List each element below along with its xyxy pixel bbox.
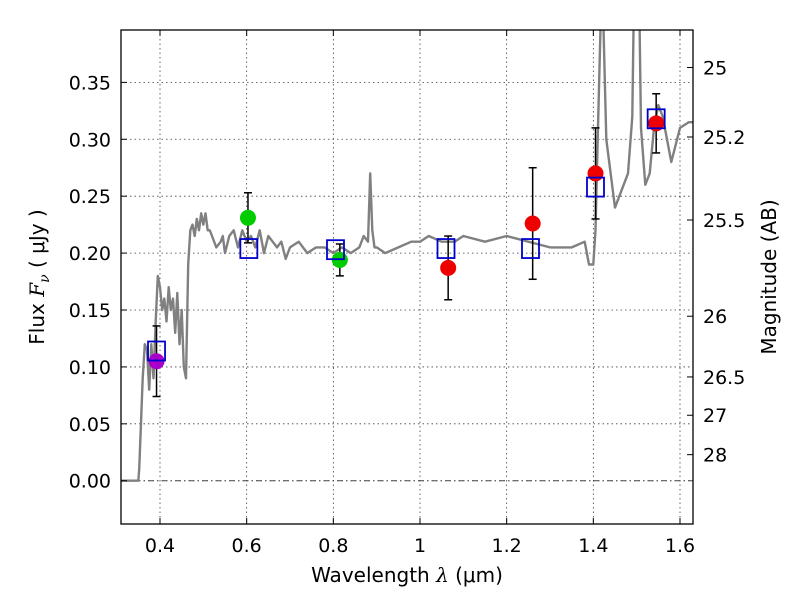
model-band-square: [326, 239, 345, 261]
sed-model-line: [121, 30, 693, 482]
magnitude-tick-label: 27: [703, 405, 727, 427]
x-tick-label: 1.6: [665, 535, 695, 557]
x-tick-label: 0.8: [318, 535, 348, 557]
y-axis-ticks: 0.00 0.05 0.10 0.15 0.20 0.25 0.30 0.35: [69, 72, 127, 493]
model-band-square: [436, 238, 456, 259]
y-tick-label: 0.25: [69, 186, 111, 208]
magnitude-tick-label: 28: [703, 445, 727, 467]
y-tick-label: 0.35: [69, 72, 111, 94]
x-tick-label: 0.4: [145, 535, 175, 557]
x-axis-title: Wavelength λ (μm): [311, 563, 503, 587]
y-tick-label: 0.00: [69, 471, 111, 493]
observed-point: [440, 259, 457, 276]
observed-point: [587, 165, 604, 182]
x-tick-label: 1.4: [578, 535, 608, 557]
magnitude-tick-label: 25.5: [703, 210, 745, 232]
magnitude-tick-label: 26: [703, 306, 727, 328]
magnitude-tick-label: 25.2: [703, 127, 745, 149]
y-tick-label: 0.20: [69, 243, 111, 265]
observed-point: [648, 115, 665, 132]
y-tick-label: 0.30: [69, 129, 111, 151]
model-band-square: [586, 176, 605, 198]
x-tick-label: 1: [414, 535, 426, 557]
model-band-square: [521, 238, 540, 259]
sed-model-layer: [121, 30, 693, 482]
y-axis-title: Flux Fν ( μJy ): [25, 209, 53, 344]
x-tick-label: 1.2: [492, 535, 522, 557]
magnitude-tick-label: 26.5: [703, 367, 745, 389]
magnitude-tick-label: 25: [703, 57, 727, 79]
y-tick-label: 0.15: [69, 300, 111, 322]
plot-frame: [120, 29, 694, 525]
model-band-squares: [147, 108, 666, 362]
x-tick-label: 0.6: [232, 535, 262, 557]
magnitude-axis-title: Magnitude (AB): [757, 199, 781, 354]
model-band-square: [239, 238, 259, 259]
model-band-square: [147, 340, 166, 362]
y-tick-label: 0.05: [69, 414, 111, 436]
magnitude-axis-ticks: 25 25.2 25.5 26 26.5 27 28: [687, 57, 745, 467]
model-band-square: [646, 108, 666, 130]
observed-point: [239, 209, 256, 226]
y-tick-label: 0.10: [69, 357, 111, 379]
observed-point: [524, 215, 541, 232]
x-axis-ticks: 0.4 0.6 0.8 1 1.2 1.4 1.6: [145, 30, 695, 557]
